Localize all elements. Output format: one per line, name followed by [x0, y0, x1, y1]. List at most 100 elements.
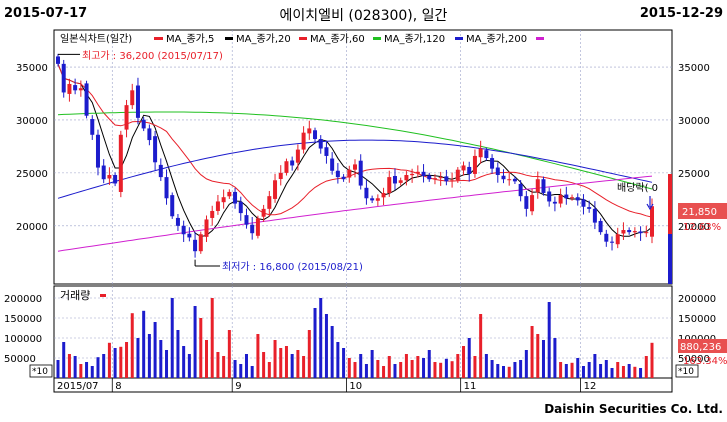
volume-bar	[399, 362, 403, 378]
price-tick-label-left: 35000	[16, 63, 48, 74]
candle-body	[415, 171, 420, 174]
candle-body	[512, 178, 517, 182]
candle-body	[210, 210, 215, 218]
candle-body	[261, 208, 266, 217]
volume-bar	[307, 330, 311, 378]
volume-bar	[513, 362, 517, 378]
volume-bar	[444, 358, 448, 378]
candle-body	[444, 176, 449, 182]
candle-body	[141, 119, 146, 129]
candle-body	[392, 175, 397, 184]
price-panel	[53, 29, 673, 285]
candle-body	[313, 130, 318, 140]
volume-bar	[153, 322, 157, 378]
volume-bar	[262, 352, 266, 378]
volume-bar	[244, 354, 248, 378]
candle-body	[204, 219, 209, 237]
volume-bar	[364, 364, 368, 378]
volume-bar	[142, 310, 146, 378]
volume-tick-label-left: 200000	[4, 294, 42, 305]
volume-bar	[136, 338, 140, 378]
month-label: 9	[235, 381, 241, 392]
volume-bar	[530, 326, 534, 378]
candle-body	[650, 206, 654, 237]
volume-bar	[479, 314, 483, 378]
candle-body	[73, 85, 78, 91]
volume-tick-label-left: 100000	[4, 334, 42, 345]
ma200-line	[57, 175, 653, 252]
candle-body	[227, 191, 232, 197]
candle-body	[358, 160, 363, 186]
candle-body	[198, 234, 203, 252]
volume-bar	[199, 318, 203, 378]
candle-body	[530, 195, 535, 212]
candle-body	[307, 128, 312, 134]
ma60-line	[57, 111, 653, 190]
dividend-arrow-head	[646, 203, 654, 211]
volume-bar	[56, 360, 60, 378]
price-tick-label-right: 35000	[678, 63, 710, 74]
volume-bar	[644, 356, 648, 378]
volume-bar	[210, 298, 214, 378]
candle-body	[318, 139, 323, 149]
candle-body	[581, 199, 586, 207]
candle-body	[273, 180, 278, 199]
volume-bar	[581, 366, 585, 378]
candle-body	[570, 197, 575, 199]
volume-bar	[273, 340, 277, 378]
candle-body	[410, 173, 415, 176]
volume-unit-box-right	[675, 364, 699, 378]
month-label: 11	[464, 381, 477, 392]
candle-body	[78, 88, 83, 91]
volume-bar	[587, 362, 591, 378]
volume-bar	[433, 362, 437, 378]
candle-body	[421, 171, 426, 177]
volume-bar	[113, 348, 117, 378]
legend-ma5-label: MA_종가,5	[166, 33, 214, 45]
volume-bar	[502, 366, 505, 378]
volume-bar	[284, 346, 288, 378]
candle-body	[164, 177, 169, 199]
volume-bar	[347, 358, 351, 378]
volume-bar	[205, 340, 208, 378]
volume-bar	[85, 362, 89, 378]
volume-tick-label-right: 200000	[678, 294, 716, 305]
volume-bar	[147, 334, 151, 378]
grid-layer	[54, 30, 672, 392]
candle-body	[113, 174, 118, 184]
right-edge-marker-blue	[668, 234, 672, 284]
candle-body	[255, 218, 260, 236]
candle-body	[450, 180, 455, 182]
candle-body	[284, 161, 289, 173]
candle-body	[347, 169, 352, 178]
volume-bar	[165, 350, 169, 378]
last-price-text: 21,850	[682, 207, 717, 218]
candle-body	[381, 192, 386, 198]
candle-body	[507, 179, 512, 181]
volume-bar	[222, 356, 226, 378]
candle-body	[135, 85, 140, 118]
volume-change-text: 163.34%	[683, 356, 727, 367]
candle-body	[221, 197, 226, 203]
volume-bar	[559, 362, 563, 378]
month-label: 12	[584, 381, 597, 392]
volume-bar	[336, 342, 340, 378]
candle-body	[170, 195, 175, 217]
price-tick-label-left: 30000	[16, 116, 48, 127]
candle-body	[438, 177, 443, 179]
price-tick-label-right: 30000	[678, 116, 710, 127]
candle-body	[604, 233, 609, 242]
volume-bar	[216, 352, 220, 378]
volume-bar	[125, 342, 129, 378]
month-label: 8	[115, 381, 121, 392]
legend-ma20-swatch	[299, 37, 307, 40]
right-edge-marker-red	[668, 174, 672, 284]
volume-bar	[604, 360, 608, 378]
candle-body	[278, 172, 283, 179]
volume-unit-right: *10	[678, 367, 694, 377]
volume-bar	[519, 360, 523, 378]
legend-candle-label: 일본식차트(일간)	[60, 33, 132, 45]
volume-bar	[410, 360, 414, 378]
legend-ma120-label: MA_종가,120	[384, 33, 445, 45]
